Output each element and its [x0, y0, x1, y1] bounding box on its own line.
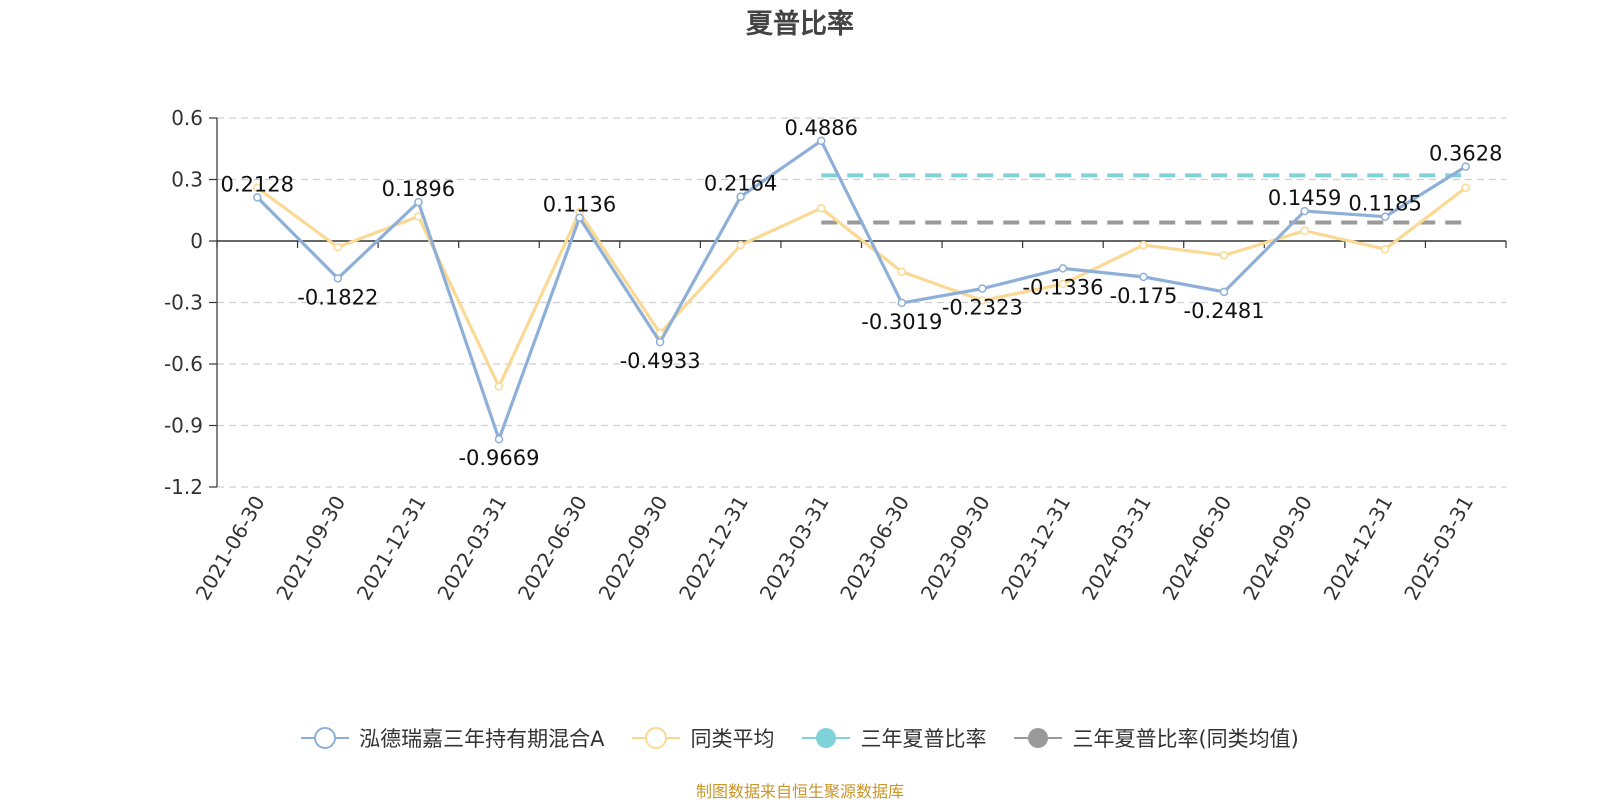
data-label-15: 0.3628: [1429, 142, 1502, 166]
point-0-13: [1300, 206, 1309, 216]
point-1-12: [1219, 251, 1229, 260]
point-0-11: [1139, 272, 1148, 282]
point-0-12: [1219, 287, 1229, 297]
point-1-9: [978, 296, 987, 305]
series-line-1: [256, 186, 1467, 389]
y-tick-label-1: 0.3: [171, 168, 203, 192]
chart-title: 夏普比率: [746, 9, 854, 40]
legend-label-three-year-sharpe-peer: 三年夏普比率(同类均值): [1072, 727, 1299, 751]
point-1-0: [253, 183, 262, 192]
legend-item-fund[interactable]: 泓德瑞嘉三年持有期混合A: [301, 723, 604, 753]
point-0-10: [1058, 264, 1068, 273]
point-1-10: [1058, 279, 1068, 289]
series-layer: [253, 136, 1470, 444]
point-0-2: [414, 197, 423, 207]
point-0-15: [1461, 162, 1470, 171]
x-tick-label-6: 2022-12-31: [674, 492, 753, 605]
data-label-1: -0.1822: [297, 285, 378, 309]
x-tick-label-13: 2024-09-30: [1238, 492, 1317, 605]
data-label-10: -0.1336: [1022, 275, 1103, 299]
data-label-6: 0.2164: [704, 172, 777, 196]
legend-label-fund: 泓德瑞嘉三年持有期混合A: [359, 727, 605, 751]
y-tick-label-6: -1.2: [164, 475, 203, 499]
legend-marker-three-year-sharpe: [802, 728, 851, 748]
point-0-9: [978, 284, 987, 293]
legend-marker-three-year-sharpe-peer: [1014, 728, 1063, 748]
legend-item-peer-average[interactable]: 同类平均: [632, 723, 774, 753]
data-label-13: 0.1459: [1268, 186, 1341, 210]
x-tick-label-14: 2024-12-31: [1319, 492, 1398, 605]
point-1-11: [1139, 240, 1148, 250]
data-label-4: 0.1136: [543, 193, 616, 217]
data-label-5: -0.4933: [620, 349, 701, 373]
y-tick-label-4: -0.6: [164, 352, 203, 376]
x-tick-label-12: 2024-06-30: [1157, 492, 1236, 605]
data-label-7: 0.4886: [784, 116, 857, 140]
point-1-7: [816, 203, 826, 213]
grid-layer: [217, 117, 1506, 488]
point-0-7: [816, 136, 826, 146]
point-0-1: [333, 274, 343, 283]
point-0-4: [575, 213, 584, 222]
point-0-14: [1380, 212, 1390, 221]
x-tick-label-9: 2023-09-30: [916, 492, 995, 605]
data-label-layer: 0.2128 -0.1822 0.1896 -0.9669 0.1136 -0.4933 0…: [221, 116, 1503, 470]
x-tick-label-4: 2022-06-30: [513, 492, 592, 605]
point-0-6: [736, 192, 745, 201]
legend-label-peer-average: 同类平均: [690, 727, 775, 751]
data-label-0: 0.2128: [221, 172, 294, 196]
y-tick-label-2: 0: [190, 229, 203, 253]
point-1-8: [897, 267, 907, 276]
legend-marker-peer-average: [632, 727, 681, 749]
point-0-8: [897, 298, 907, 308]
point-1-1: [333, 242, 343, 252]
y-tick-label-3: -0.3: [164, 291, 203, 315]
legend-marker-fund: [301, 727, 350, 749]
legend: 泓德瑞嘉三年持有期混合A 同类平均 三年夏普比率 三年夏普比率(同类均值): [0, 718, 1600, 758]
point-0-3: [494, 434, 504, 444]
x-tick-label-11: 2024-03-31: [1077, 492, 1156, 605]
x-tick-label-8: 2023-06-30: [835, 492, 914, 605]
series-line-0: [256, 139, 1467, 441]
x-tick-label-3: 2022-03-31: [432, 492, 511, 605]
point-1-6: [736, 240, 745, 250]
data-label-12: -0.2481: [1184, 299, 1265, 323]
point-1-15: [1461, 183, 1470, 192]
data-label-2: 0.1896: [382, 177, 455, 201]
legend-label-three-year-sharpe: 三年夏普比率: [860, 727, 987, 751]
x-tick-label-2: 2021-12-31: [352, 492, 431, 605]
legend-item-three-year-sharpe[interactable]: 三年夏普比率: [802, 723, 986, 753]
x-tick-label-10: 2023-12-31: [996, 492, 1075, 605]
data-label-9: -0.2323: [942, 296, 1023, 320]
data-label-3: -0.9669: [458, 446, 539, 470]
y-tick-label-0: 0.6: [171, 106, 203, 130]
x-tick-label-5: 2022-09-30: [594, 492, 673, 605]
point-0-5: [655, 337, 665, 347]
data-label-11: -0.175: [1110, 284, 1178, 308]
source-note: 制图数据来自恒生聚源数据库: [695, 782, 904, 801]
data-label-8: -0.3019: [861, 310, 942, 334]
x-tick-label-7: 2023-03-31: [755, 492, 834, 605]
point-1-13: [1300, 226, 1309, 235]
point-1-14: [1380, 244, 1390, 254]
x-tick-label-0: 2021-06-30: [191, 492, 270, 605]
y-tick-label-5: -0.9: [164, 414, 203, 438]
data-label-14: 0.1185: [1348, 192, 1421, 216]
point-0-0: [253, 193, 262, 202]
point-1-3: [494, 382, 504, 391]
legend-item-three-year-sharpe-peer[interactable]: 三年夏普比率(同类均值): [1014, 723, 1299, 753]
x-tick-label-15: 2025-03-31: [1399, 492, 1478, 605]
x-tick-label-1: 2021-09-30: [271, 492, 350, 605]
